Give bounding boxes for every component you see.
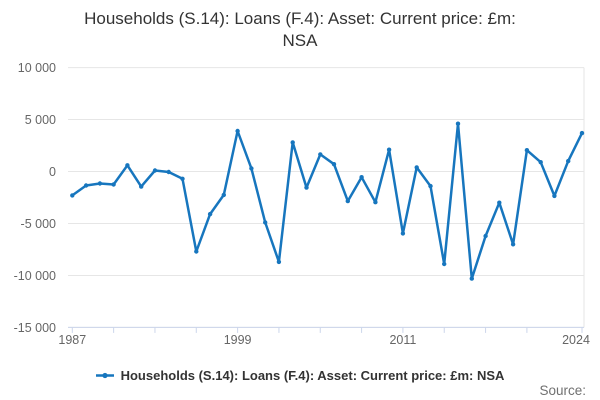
data-point-marker[interactable]: [373, 200, 378, 205]
y-axis-tick-label: -10 000: [14, 269, 56, 283]
data-point-marker[interactable]: [207, 211, 213, 217]
x-axis-tick-label: 2011: [389, 333, 416, 347]
data-point-marker[interactable]: [97, 181, 103, 186]
data-point-marker[interactable]: [524, 148, 530, 153]
data-point-marker[interactable]: [139, 184, 144, 189]
data-point-marker[interactable]: [469, 276, 474, 281]
data-point-marker[interactable]: [166, 169, 171, 175]
y-axis-tick-label: -15 000: [14, 321, 56, 335]
data-point-marker[interactable]: [318, 152, 323, 157]
series-line: [71, 122, 584, 280]
data-point-marker[interactable]: [428, 183, 433, 189]
legend-series-marker-icon: [95, 371, 114, 380]
data-point-marker[interactable]: [400, 231, 406, 236]
data-point-marker[interactable]: [552, 193, 557, 199]
data-point-marker[interactable]: [152, 168, 158, 173]
x-axis-tick-label: 1999: [224, 333, 252, 347]
legend-label: Households (S.14): Loans (F.4): Asset: C…: [120, 367, 505, 383]
data-point-marker[interactable]: [331, 162, 337, 167]
data-point-marker[interactable]: [483, 233, 488, 239]
data-point-marker[interactable]: [359, 175, 364, 180]
data-point-marker[interactable]: [386, 147, 392, 152]
data-point-marker[interactable]: [221, 192, 226, 198]
source-label: Source:: [539, 383, 586, 398]
data-point-marker[interactable]: [442, 261, 447, 267]
y-axis-tick-label: 10 000: [18, 61, 56, 75]
chart-title-line1: Households (S.14): Loans (F.4): Asset: C…: [84, 9, 516, 28]
data-point-marker[interactable]: [538, 160, 543, 165]
y-axis-tick-label: 0: [49, 165, 56, 179]
data-point-marker[interactable]: [579, 130, 585, 136]
data-point-marker[interactable]: [414, 165, 419, 170]
chart-title: Households (S.14): Loans (F.4): Asset: C…: [0, 8, 600, 52]
data-point-marker[interactable]: [304, 185, 309, 190]
data-point-marker[interactable]: [455, 121, 461, 126]
data-point-marker[interactable]: [194, 249, 199, 254]
data-point-marker[interactable]: [249, 166, 254, 171]
data-point-marker[interactable]: [111, 182, 116, 187]
data-point-marker[interactable]: [83, 183, 89, 188]
y-axis-tick-label: 5 000: [25, 113, 56, 127]
legend-item[interactable]: Households (S.14): Loans (F.4): Asset: C…: [0, 365, 600, 385]
data-point-marker[interactable]: [345, 198, 350, 204]
y-axis-tick-label: -5 000: [21, 217, 56, 231]
data-point-marker[interactable]: [290, 140, 295, 145]
x-axis-tick-label: 1987: [58, 333, 86, 347]
data-point-marker[interactable]: [510, 242, 516, 247]
data-point-marker[interactable]: [70, 193, 75, 198]
x-axis-tick-label: 2024: [562, 333, 590, 347]
chart-title-line2: NSA: [282, 31, 318, 50]
data-point-marker[interactable]: [497, 200, 502, 205]
data-point-marker[interactable]: [263, 220, 268, 225]
data-point-marker[interactable]: [235, 128, 240, 134]
data-point-marker[interactable]: [276, 259, 282, 265]
data-point-marker[interactable]: [125, 163, 130, 168]
data-point-marker[interactable]: [566, 158, 571, 164]
data-point-marker[interactable]: [180, 176, 185, 181]
